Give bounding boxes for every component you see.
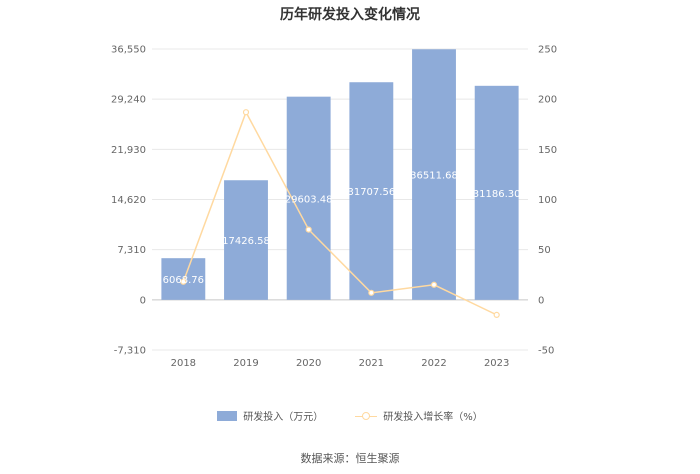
- x-tick-label: 2023: [484, 358, 509, 369]
- y-right-tick-label: 100: [538, 195, 557, 206]
- growth-rate-point-2021: [368, 289, 375, 296]
- y-right-tick-label: 50: [538, 245, 551, 256]
- source-note: 数据来源：恒生聚源: [300, 452, 400, 465]
- bar-value-label: 31186.30: [473, 189, 521, 200]
- bar-value-label: 29603.48: [285, 194, 333, 205]
- y-left-tick-label: 0: [140, 295, 146, 306]
- y-left-tick-label: 7,310: [117, 245, 146, 256]
- growth-rate-point-2018: [180, 278, 187, 285]
- legend-bar-label: 研发投入（万元）: [243, 412, 324, 423]
- y-right-tick-label: 250: [538, 45, 557, 56]
- bar-value-label: 36511.68: [410, 171, 458, 182]
- x-tick-label: 2020: [296, 358, 321, 369]
- y-left-tick-label: 21,930: [111, 145, 146, 156]
- bar-value-label: 31707.56: [347, 187, 395, 198]
- bar-2019: [224, 180, 268, 300]
- legend: 研发投入（万元） 研发投入增长率（%）: [0, 408, 700, 423]
- y-left-tick-label: 14,620: [111, 195, 146, 206]
- y-left-tick-label: 36,550: [111, 45, 146, 56]
- x-tick-label: 2018: [171, 358, 196, 369]
- bar-2020: [286, 96, 331, 300]
- x-tick-label: 2019: [233, 358, 258, 369]
- legend-line-label: 研发投入增长率（%）: [383, 412, 483, 423]
- y-right-tick-label: 0: [538, 295, 544, 306]
- bar-value-label: 6068.76: [163, 275, 204, 286]
- x-tick-label: 2021: [359, 358, 384, 369]
- y-right-tick-label: 200: [538, 95, 557, 106]
- y-right-tick-label: 150: [538, 145, 557, 156]
- growth-rate-point-2023: [493, 311, 500, 318]
- bar-value-label: 17426.58: [222, 236, 270, 247]
- growth-rate-point-2019: [242, 109, 250, 116]
- bar-2022: [412, 49, 456, 300]
- y-right-tick-label: -50: [538, 346, 554, 357]
- bar-2021: [349, 82, 394, 300]
- legend-item-bar[interactable]: 研发投入（万元）: [217, 408, 323, 423]
- legend-bar-swatch: [217, 410, 238, 421]
- chart-title: 历年研发投入变化情况: [280, 7, 420, 23]
- y-left-tick-label: -7,310: [114, 346, 146, 357]
- legend-line-swatch: [355, 411, 378, 421]
- bar-2023: [474, 85, 519, 300]
- x-tick-label: 2022: [421, 358, 446, 369]
- growth-rate-line: [182, 110, 497, 316]
- legend-item-line[interactable]: 研发投入增长率（%）: [355, 408, 483, 423]
- growth-rate-point-2022: [430, 281, 438, 288]
- growth-rate-point-2020: [305, 226, 312, 233]
- y-left-tick-label: 29,240: [111, 95, 146, 106]
